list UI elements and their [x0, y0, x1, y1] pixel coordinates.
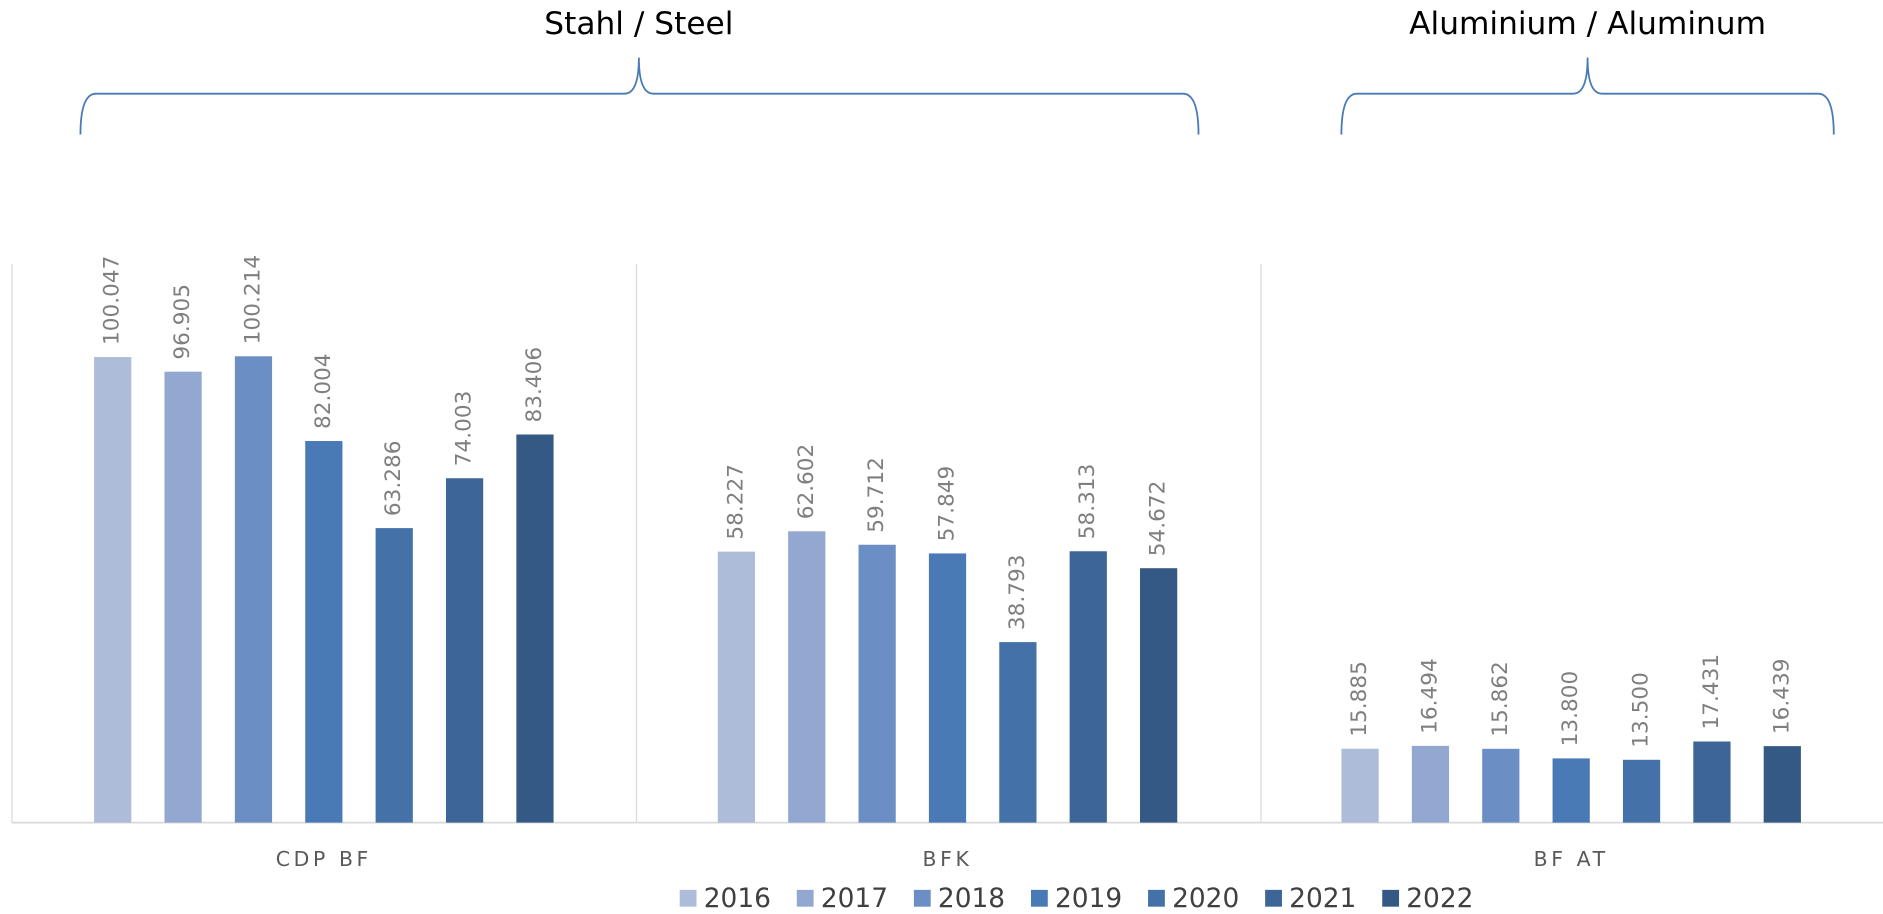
bar [1140, 568, 1178, 823]
bar [94, 357, 132, 823]
data-label: 58.227 [723, 464, 748, 540]
legend-swatch [1382, 889, 1400, 907]
legend-label: 2018 [938, 883, 1005, 914]
legend-swatch [1265, 889, 1282, 907]
data-label: 15.862 [1488, 661, 1513, 737]
bracket [1340, 57, 1835, 135]
data-label: 59.712 [864, 457, 889, 533]
data-label: 38.793 [1005, 554, 1030, 630]
annotation: Aluminium / Aluminum [1409, 6, 1766, 42]
bar [375, 528, 413, 823]
x-tick-label: BFK [923, 847, 973, 871]
legend-swatch [1030, 889, 1048, 907]
annotation: Stahl / Steel [544, 6, 733, 42]
x-tick-label: BF AT [1534, 847, 1609, 871]
bar [305, 441, 343, 823]
bar [1482, 748, 1520, 823]
bar [1069, 551, 1107, 823]
bar [445, 478, 484, 823]
bar [999, 642, 1037, 823]
legend-label: 2017 [821, 883, 888, 914]
legend-label: 2021 [1289, 883, 1356, 914]
data-label: 100.214 [240, 255, 265, 344]
data-label: 54.672 [1146, 481, 1171, 557]
data-label: 58.313 [1075, 464, 1100, 540]
bar [516, 434, 554, 823]
data-label: 74.003 [452, 391, 477, 467]
bar [1622, 759, 1661, 823]
data-label: 96.905 [170, 284, 195, 360]
legend-swatch [1148, 889, 1165, 907]
legend-label: 2019 [1055, 883, 1122, 914]
data-label: 16.439 [1769, 658, 1794, 734]
bar [234, 356, 273, 823]
data-label: 100.047 [100, 256, 125, 345]
data-label: 16.494 [1417, 658, 1442, 734]
bar [858, 544, 896, 823]
bar [717, 551, 756, 823]
data-label: 63.286 [381, 440, 406, 516]
legend-label: 2022 [1406, 883, 1473, 914]
bracket [79, 57, 1200, 135]
legend-label: 2020 [1172, 883, 1239, 914]
bar [1763, 746, 1801, 823]
bar [788, 531, 826, 823]
data-label: 15.885 [1347, 661, 1372, 737]
data-label: 13.500 [1629, 672, 1654, 748]
data-label: 57.849 [935, 466, 960, 542]
bar [1693, 741, 1731, 823]
bar [1341, 748, 1379, 823]
legend-swatch [679, 889, 697, 907]
plot: Stahl / Steel Aluminium / Aluminum CDP B… [11, 6, 1883, 914]
data-label: 83.406 [522, 347, 547, 423]
data-label: 62.602 [794, 444, 819, 520]
data-label: 17.431 [1699, 654, 1724, 730]
legend-label: 2016 [704, 883, 771, 914]
bar [164, 371, 202, 823]
legend-swatch [796, 889, 814, 907]
data-label: 82.004 [311, 353, 336, 429]
x-tick-label: CDP BF [276, 847, 372, 871]
bar [1411, 745, 1450, 823]
bar [928, 553, 967, 823]
data-label: 13.800 [1558, 671, 1583, 747]
bar [1552, 758, 1590, 823]
legend-swatch [913, 889, 931, 907]
